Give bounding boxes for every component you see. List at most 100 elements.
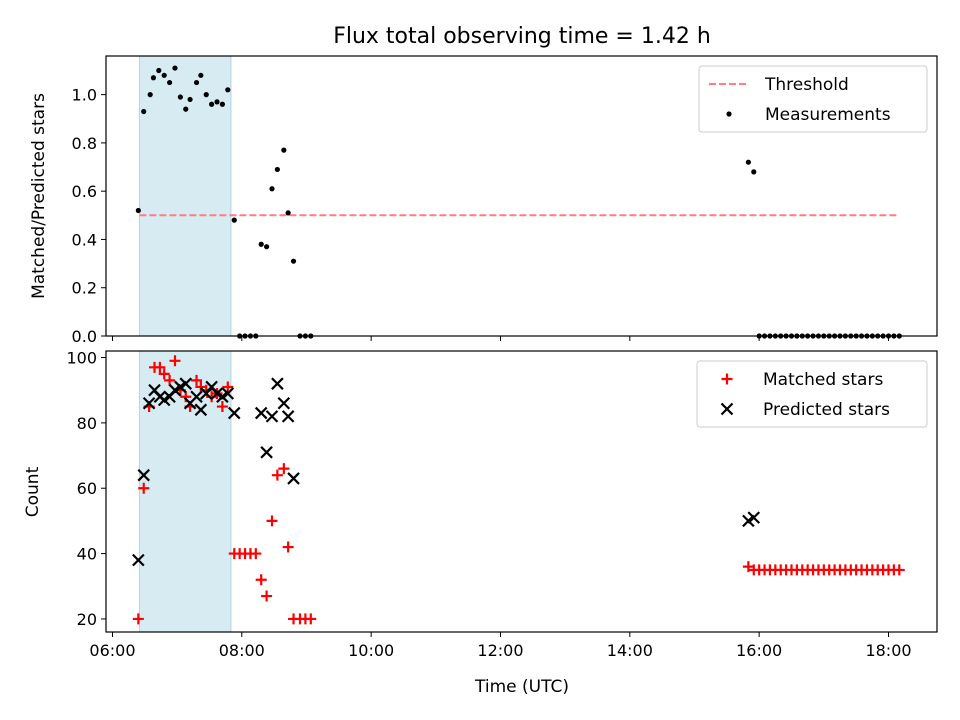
matched-stars-point	[255, 574, 267, 586]
legend-label-threshold: Threshold	[764, 75, 849, 95]
measurements-point	[193, 79, 200, 86]
predicted-stars-point	[194, 403, 208, 417]
predicted-stars-point	[287, 472, 300, 485]
measurements-point	[141, 108, 147, 115]
predicted-stars-point	[254, 406, 268, 420]
top-y-tick-label: 0.4	[72, 230, 97, 249]
measurements-point	[156, 67, 162, 74]
matched-stars-point	[191, 374, 203, 386]
measurements-point	[198, 72, 204, 78]
bottom-legend-box	[696, 360, 928, 428]
measurements-point	[751, 169, 757, 175]
matched-stars-point	[893, 564, 905, 576]
measurements-point	[150, 75, 157, 81]
predicted-stars-point	[260, 446, 273, 459]
matched-stars-point	[154, 361, 166, 373]
measurements-point	[203, 92, 209, 98]
measurements-point	[177, 94, 183, 100]
predicted-stars-point	[747, 511, 761, 524]
x-tick-label: 18:00	[865, 641, 911, 660]
chart-title: Flux total observing time = 1.42 h	[333, 24, 711, 49]
predicted-stars-point	[132, 553, 145, 567]
top-legend-box	[698, 65, 928, 133]
measurements-point	[172, 65, 178, 71]
measurements-point	[214, 99, 220, 105]
predicted-stars-point	[142, 397, 156, 410]
matched-stars-point	[278, 463, 290, 475]
top-y-tick-label: 0.2	[72, 279, 97, 298]
matched-stars-point	[222, 381, 234, 393]
measurements-point	[147, 92, 153, 98]
measurements-point	[281, 147, 287, 153]
bottom-y-tick-label: 100	[66, 349, 97, 368]
legend-label-matched-stars: Matched stars	[763, 370, 883, 390]
x-tick-label: 12:00	[477, 641, 523, 660]
bottom-y-tick-label: 20	[77, 610, 97, 629]
measurements-point	[745, 159, 751, 165]
matched-stars-point	[158, 368, 170, 380]
x-axis-label: Time (UTC)	[474, 677, 569, 697]
top-highlight-span	[138, 55, 232, 337]
matched-stars-point	[164, 374, 176, 386]
measurements-point	[135, 207, 141, 214]
predicted-stars-point	[271, 377, 284, 390]
measurements-point	[285, 210, 291, 216]
top-y-tick-label: 0.6	[72, 182, 97, 201]
measurements-point	[231, 217, 237, 223]
predicted-stars-point	[179, 377, 193, 390]
top-y-axis-label: Matched/Predicted stars	[29, 93, 49, 299]
count-panel: 20 40 60 80 100 06:00 08:00 10:00 12:00 14:00 16:0…	[66, 349, 938, 660]
legend-label-predicted-stars: Predicted stars	[763, 400, 890, 420]
measurements-point	[274, 166, 280, 173]
measurements-point	[263, 244, 270, 250]
top-y-tick-label: 1.0	[72, 86, 97, 105]
top-legend: Threshold Measurements	[698, 65, 928, 133]
measurements-point	[290, 258, 297, 264]
measurements-point	[269, 186, 275, 192]
x-tick-label: 16:00	[736, 641, 782, 660]
top-y-tick-label: 0.0	[72, 327, 97, 346]
measurements-point	[209, 101, 215, 107]
matched-stars-point	[271, 469, 283, 481]
matched-stars-point	[261, 590, 273, 602]
measurements-point	[166, 79, 173, 86]
top-y-tick-label: 0.8	[72, 134, 97, 153]
matched-stars-point	[282, 541, 294, 553]
ratio-panel: 0.0 0.2 0.4 0.6 0.8 1.0 Threshold Measurements	[72, 55, 938, 346]
bottom-y-tick-label: 40	[77, 545, 97, 564]
x-tick-label: 10:00	[348, 641, 394, 660]
predicted-stars-point	[281, 410, 295, 423]
predicted-stars-point	[137, 468, 151, 482]
x-tick-label: 08:00	[219, 641, 265, 660]
measurements-point	[187, 96, 193, 103]
matched-stars-point	[169, 355, 181, 367]
matched-stars-point	[266, 515, 278, 527]
measurements-point	[258, 241, 264, 247]
bottom-y-axis-label: Count	[23, 466, 43, 517]
legend-label-measurements: Measurements	[765, 105, 891, 125]
bottom-y-tick-label: 80	[77, 414, 97, 433]
legend-handle-matched-stars	[721, 373, 733, 385]
bottom-axes-frame	[105, 350, 938, 633]
matched-stars-point	[305, 613, 317, 625]
x-tick-label: 14:00	[607, 641, 653, 660]
predicted-stars-point	[265, 410, 279, 423]
predicted-stars-point	[227, 406, 241, 420]
top-axes-frame	[105, 55, 938, 337]
predicted-stars-point	[190, 390, 203, 404]
legend-handle-predicted-stars	[720, 402, 734, 416]
measurements-point	[161, 72, 167, 78]
bottom-legend: Matched stars Predicted stars	[696, 360, 928, 428]
legend-handle-measurements	[726, 111, 732, 117]
bottom-y-tick-label: 60	[77, 479, 97, 498]
matched-stars-point	[250, 548, 262, 560]
matched-stars-point	[216, 401, 228, 413]
predicted-stars-point	[277, 397, 291, 410]
x-tick-label: 06:00	[89, 641, 135, 660]
measurements-point	[219, 101, 226, 107]
measurements-point	[225, 87, 231, 93]
measurements-point	[183, 106, 189, 112]
predicted-stars-point	[221, 387, 235, 400]
matched-stars-point	[132, 613, 144, 625]
